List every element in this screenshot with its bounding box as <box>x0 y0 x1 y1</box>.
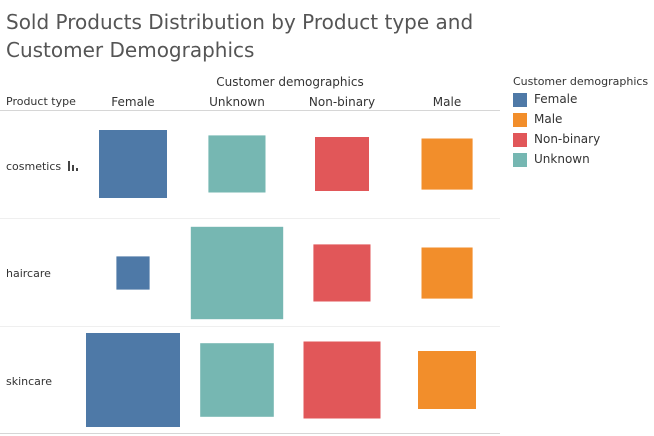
legend-swatch <box>513 133 527 147</box>
square-mark-haircare-female[interactable] <box>116 256 150 290</box>
square-mark-haircare-non-binary[interactable] <box>313 244 371 302</box>
square-mark-skincare-unknown[interactable] <box>200 343 274 417</box>
bar-chart-icon[interactable] <box>68 161 80 171</box>
legend-swatch <box>513 113 527 127</box>
square-mark-haircare-unknown[interactable] <box>190 226 284 320</box>
legend-label: Unknown <box>534 152 590 166</box>
column-label-female: Female <box>111 95 155 109</box>
row-label-haircare: haircare <box>6 267 51 280</box>
legend-swatch <box>513 153 527 167</box>
square-mark-cosmetics-non-binary[interactable] <box>315 137 369 191</box>
row-label-cosmetics: cosmetics <box>6 160 62 173</box>
column-label-male: Male <box>432 95 462 109</box>
legend-swatch <box>513 93 527 107</box>
column-group-label: Customer demographics <box>216 75 364 89</box>
row-header-label: Product type <box>6 95 76 108</box>
legend-label: Non-binary <box>534 132 601 146</box>
row-label-skincare: skincare <box>6 375 52 388</box>
row-divider <box>0 326 500 327</box>
column-label-non-binary: Non-binary <box>308 95 376 109</box>
chart-title: Sold Products Distribution by Product ty… <box>6 10 474 62</box>
row-divider <box>0 218 500 219</box>
square-mark-skincare-female[interactable] <box>86 333 180 427</box>
square-mark-cosmetics-unknown[interactable] <box>208 135 266 193</box>
legend-label: Male <box>534 112 563 126</box>
square-mark-cosmetics-male[interactable] <box>421 138 473 190</box>
header-divider <box>0 110 500 111</box>
square-mark-cosmetics-female[interactable] <box>99 130 167 198</box>
bottom-divider <box>0 433 500 434</box>
legend-title: Customer demographics <box>513 75 649 88</box>
square-mark-skincare-non-binary[interactable] <box>303 341 381 419</box>
legend-label: Female <box>534 92 578 106</box>
square-mark-skincare-male[interactable] <box>418 351 476 409</box>
square-mark-haircare-male[interactable] <box>421 247 473 299</box>
column-label-unknown: Unknown <box>209 95 265 109</box>
